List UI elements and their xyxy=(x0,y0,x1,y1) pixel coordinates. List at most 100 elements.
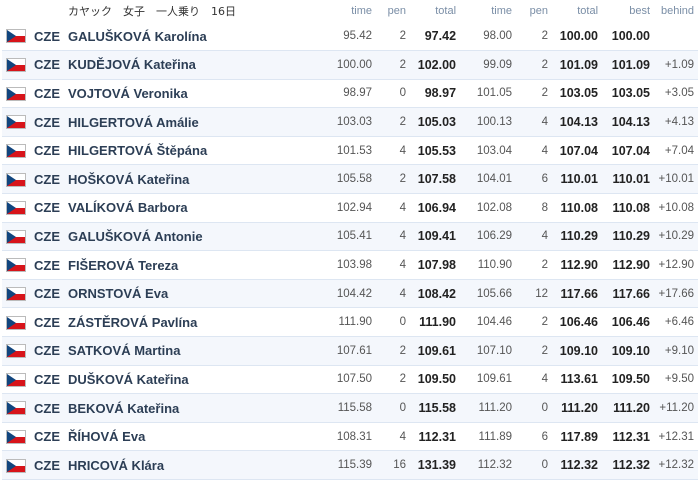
run1-time: 98.97 xyxy=(343,87,373,100)
run1-total: 111.90 xyxy=(419,315,457,330)
run1-time: 115.58 xyxy=(337,402,373,415)
run2-total: 111.20 xyxy=(561,401,599,416)
run2-time: 100.13 xyxy=(476,116,513,129)
event-title: カヤック 女子 一人乗り 16日 xyxy=(68,5,236,18)
country-code: CZE xyxy=(34,85,60,101)
run1-penalty: 2 xyxy=(399,58,407,71)
results-body: CZE GALUŠKOVÁ Karolína 95.42 2 97.42 98.00 2 10… xyxy=(2,22,699,480)
czech-flag-icon xyxy=(6,258,26,273)
czech-flag-icon xyxy=(6,372,26,387)
run1-penalty: 4 xyxy=(399,259,407,272)
czech-flag-icon xyxy=(6,229,26,244)
athlete-name: HILGERTOVÁ Štěpána xyxy=(68,143,208,159)
run2-penalty: 6 xyxy=(541,430,549,443)
run2-penalty: 6 xyxy=(541,173,549,186)
run2-penalty: 2 xyxy=(541,87,549,100)
run2-total: 106.46 xyxy=(559,315,599,330)
flag-cell xyxy=(2,194,30,223)
header-pen-run2: pen xyxy=(529,5,549,17)
best-result: 111.20 xyxy=(613,401,651,416)
table-row: CZE GALUŠKOVÁ Antonie 105.41 4 109.41 106.29 4… xyxy=(2,222,699,251)
header-time-run2: time xyxy=(491,5,513,17)
run1-total: 97.42 xyxy=(424,29,457,44)
run1-time: 107.50 xyxy=(336,373,373,386)
country-code: CZE xyxy=(34,286,60,302)
run1-penalty: 4 xyxy=(399,144,407,157)
time-behind: +12.90 xyxy=(658,259,695,272)
country-code: CZE xyxy=(34,57,60,73)
run1-total: 109.41 xyxy=(417,229,457,244)
flag-cell xyxy=(2,136,30,165)
athlete-name: GALUŠKOVÁ Karolína xyxy=(68,28,207,44)
time-behind: +12.31 xyxy=(658,430,695,443)
best-result: 104.13 xyxy=(611,115,651,130)
run2-time: 112.32 xyxy=(477,459,513,472)
run2-total: 112.32 xyxy=(560,458,599,473)
run1-time: 103.98 xyxy=(336,259,373,272)
run2-time: 104.46 xyxy=(476,316,513,329)
czech-flag-icon xyxy=(6,115,26,130)
czech-flag-icon xyxy=(6,58,26,73)
country-code: CZE xyxy=(34,28,60,44)
country-code: CZE xyxy=(34,343,60,359)
athlete-name: KUDĚJOVÁ Kateřina xyxy=(68,57,196,73)
country-code: CZE xyxy=(34,200,60,216)
athlete-name: HRICOVÁ Klára xyxy=(68,457,165,473)
flag-cell xyxy=(2,22,30,51)
table-row: CZE ORNSTOVÁ Eva 104.42 4 108.42 105.66 12 117.… xyxy=(2,279,699,308)
run1-penalty: 0 xyxy=(399,402,407,415)
athlete-name: BEKOVÁ Kateřina xyxy=(68,400,180,416)
time-behind: +4.13 xyxy=(664,116,695,129)
country-code: CZE xyxy=(34,228,60,244)
run1-penalty: 2 xyxy=(399,373,407,386)
run2-total: 104.13 xyxy=(559,115,599,130)
best-result: 112.32 xyxy=(612,458,651,473)
run2-total: 110.08 xyxy=(560,200,599,215)
run1-total: 98.97 xyxy=(424,86,457,101)
run1-total: 115.58 xyxy=(418,401,457,416)
run1-total: 107.98 xyxy=(417,258,457,273)
flag-cell xyxy=(2,279,30,308)
country-code: CZE xyxy=(34,429,60,445)
run1-time: 101.53 xyxy=(336,144,373,157)
run2-total: 110.01 xyxy=(560,172,599,187)
athlete-name: GALUŠKOVÁ Antonie xyxy=(68,228,203,244)
run2-penalty: 0 xyxy=(541,459,549,472)
run2-penalty: 4 xyxy=(541,230,549,243)
czech-flag-icon xyxy=(6,287,26,302)
table-row: CZE DUŠKOVÁ Kateřina 107.50 2 109.50 109.61 4 1… xyxy=(2,365,699,394)
best-result: 107.04 xyxy=(611,143,651,158)
flag-cell xyxy=(2,108,30,137)
best-result: 106.46 xyxy=(611,315,651,330)
flag-cell xyxy=(2,222,30,251)
flag-cell xyxy=(2,51,30,80)
czech-flag-icon xyxy=(6,315,26,330)
best-result: 101.09 xyxy=(611,57,651,72)
run2-penalty: 2 xyxy=(541,30,549,43)
run1-total: 131.39 xyxy=(417,458,457,473)
czech-flag-icon xyxy=(6,172,26,187)
run1-penalty: 4 xyxy=(399,287,407,300)
run1-total: 106.94 xyxy=(417,200,457,215)
flag-cell xyxy=(2,308,30,337)
table-row: CZE VOJTOVÁ Veronika 98.97 0 98.97 101.05 2 103… xyxy=(2,79,699,108)
athlete-name: ŘÍHOVÁ Eva xyxy=(68,429,146,445)
run2-time: 110.90 xyxy=(477,259,513,272)
run2-penalty: 2 xyxy=(541,58,549,71)
athlete-name: VALÍKOVÁ Barbora xyxy=(68,200,188,216)
run2-penalty: 4 xyxy=(541,144,549,157)
run2-penalty: 8 xyxy=(541,201,549,214)
flag-cell xyxy=(2,337,30,366)
run2-penalty: 4 xyxy=(541,116,549,129)
run1-total: 109.61 xyxy=(417,343,457,358)
table-row: CZE ŘÍHOVÁ Eva 108.31 4 112.31 111.89 6 117.89 1… xyxy=(2,422,699,451)
best-result: 110.08 xyxy=(612,200,651,215)
athlete-name: VOJTOVÁ Veronika xyxy=(68,85,188,101)
run1-time: 102.94 xyxy=(336,201,373,214)
table-row: CZE BEKOVÁ Kateřina 115.58 0 115.58 111.20 0 11… xyxy=(2,393,699,423)
time-behind xyxy=(654,22,698,51)
country-code: CZE xyxy=(34,314,60,330)
run1-total: 109.50 xyxy=(417,372,457,387)
czech-flag-icon xyxy=(6,144,26,159)
